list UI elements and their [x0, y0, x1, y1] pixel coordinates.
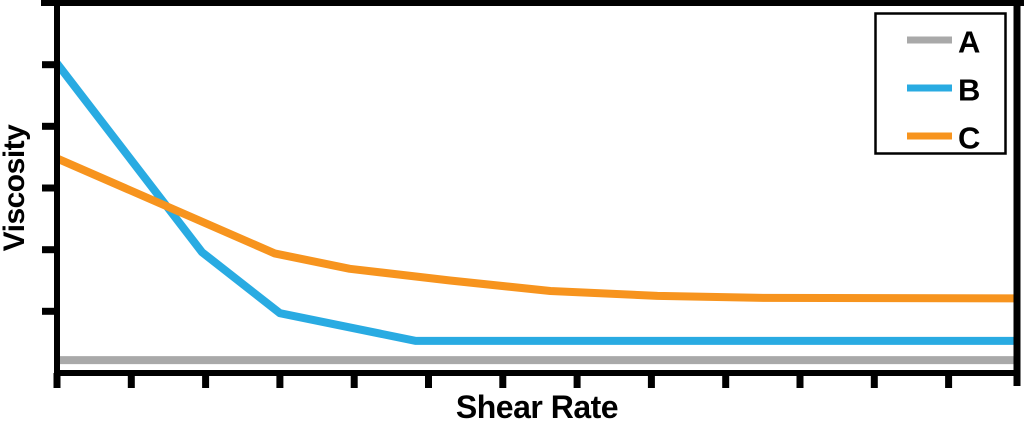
series-line-C [55, 154, 1018, 303]
series-lines [53, 60, 1018, 365]
legend-label-C: C [958, 121, 980, 156]
legend-label-B: B [958, 73, 980, 108]
ticks [42, 61, 953, 388]
series-line-B [53, 60, 1017, 345]
legend: ABC [874, 12, 1007, 156]
x-axis-label: Shear Rate [455, 389, 619, 425]
y-axis-label: Viscosity [0, 124, 31, 252]
legend-label-A: A [958, 25, 980, 60]
